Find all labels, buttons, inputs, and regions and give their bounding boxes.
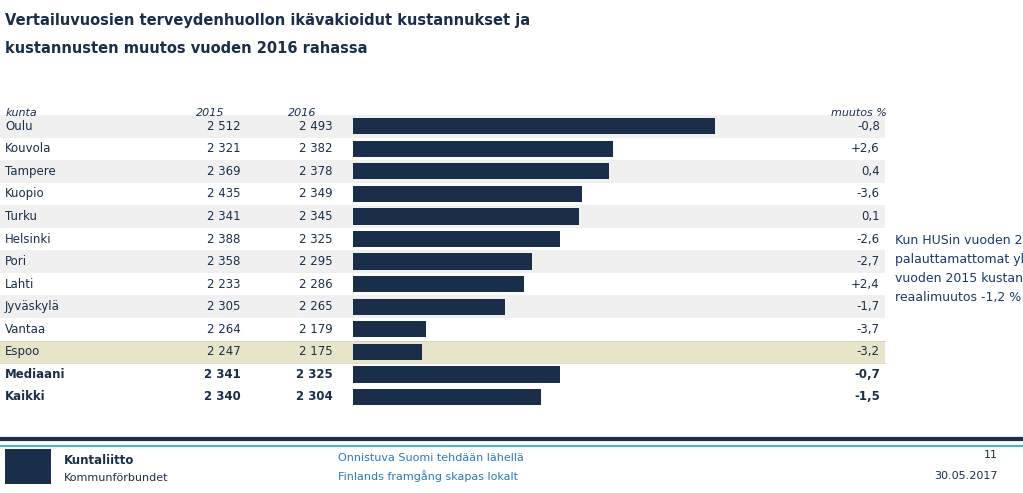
Text: 2 264: 2 264 bbox=[207, 323, 240, 336]
Text: Espoo: Espoo bbox=[5, 345, 40, 358]
Bar bbox=[353, 118, 715, 135]
Bar bbox=[353, 231, 561, 247]
Bar bbox=[0, 341, 885, 363]
Text: 2015: 2015 bbox=[195, 108, 224, 118]
Text: 2 325: 2 325 bbox=[299, 233, 332, 246]
Text: Pori: Pori bbox=[5, 255, 28, 268]
Text: 2 304: 2 304 bbox=[296, 390, 332, 403]
Text: 2 493: 2 493 bbox=[299, 120, 332, 133]
Text: -0,8: -0,8 bbox=[857, 120, 880, 133]
Bar bbox=[353, 253, 532, 270]
Text: Kuopio: Kuopio bbox=[5, 187, 45, 201]
Text: 11: 11 bbox=[983, 450, 997, 459]
Text: Turku: Turku bbox=[5, 210, 37, 223]
Text: Vertailuvuosien terveydenhuollon ikävakioidut kustannukset ja: Vertailuvuosien terveydenhuollon ikävaki… bbox=[5, 13, 530, 28]
Text: Vantaa: Vantaa bbox=[5, 323, 46, 336]
Bar bbox=[353, 321, 426, 337]
Text: 2 341: 2 341 bbox=[207, 210, 240, 223]
Text: 30.05.2017: 30.05.2017 bbox=[934, 471, 997, 482]
Text: -2,7: -2,7 bbox=[856, 255, 880, 268]
Bar bbox=[353, 344, 421, 360]
Text: -3,7: -3,7 bbox=[857, 323, 880, 336]
Text: Tampere: Tampere bbox=[5, 165, 56, 178]
Text: 2 325: 2 325 bbox=[296, 368, 332, 381]
Bar bbox=[353, 389, 541, 405]
Bar bbox=[0, 205, 885, 228]
Text: 0,1: 0,1 bbox=[861, 210, 880, 223]
Text: 2 341: 2 341 bbox=[204, 368, 240, 381]
Text: 2 349: 2 349 bbox=[299, 187, 332, 201]
Text: 2 247: 2 247 bbox=[207, 345, 240, 358]
Text: kustannusten muutos vuoden 2016 rahassa: kustannusten muutos vuoden 2016 rahassa bbox=[5, 41, 367, 56]
Text: -2,6: -2,6 bbox=[856, 233, 880, 246]
Text: Oulu: Oulu bbox=[5, 120, 33, 133]
Text: Kommunförbundet: Kommunförbundet bbox=[63, 473, 168, 483]
Text: Finlands framgång skapas lokalt: Finlands framgång skapas lokalt bbox=[338, 470, 518, 482]
Text: Mediaani: Mediaani bbox=[5, 368, 65, 381]
Bar bbox=[353, 141, 613, 157]
Text: Jyväskylä: Jyväskylä bbox=[5, 300, 60, 313]
Text: 0,4: 0,4 bbox=[861, 165, 880, 178]
Bar bbox=[353, 186, 582, 202]
Text: 2 233: 2 233 bbox=[207, 278, 240, 291]
Text: -3,6: -3,6 bbox=[857, 187, 880, 201]
Text: 2 340: 2 340 bbox=[204, 390, 240, 403]
Text: +2,4: +2,4 bbox=[851, 278, 880, 291]
Bar bbox=[353, 299, 504, 315]
Text: 2 286: 2 286 bbox=[299, 278, 332, 291]
Text: 2 305: 2 305 bbox=[207, 300, 240, 313]
Text: 2016: 2016 bbox=[287, 108, 316, 118]
Text: Kouvola: Kouvola bbox=[5, 142, 51, 155]
Bar bbox=[0, 250, 885, 273]
Bar bbox=[0, 115, 885, 138]
Text: Lahti: Lahti bbox=[5, 278, 35, 291]
Text: kunta: kunta bbox=[5, 108, 37, 118]
Text: 2 295: 2 295 bbox=[299, 255, 332, 268]
Bar bbox=[353, 163, 609, 179]
Text: 2 512: 2 512 bbox=[207, 120, 240, 133]
Text: Helsinki: Helsinki bbox=[5, 233, 52, 246]
Text: Kaikki: Kaikki bbox=[5, 390, 46, 403]
Bar bbox=[353, 209, 579, 225]
Text: 2 345: 2 345 bbox=[299, 210, 332, 223]
Text: muutos %: muutos % bbox=[832, 108, 887, 118]
Text: -1,7: -1,7 bbox=[856, 300, 880, 313]
Text: 2 382: 2 382 bbox=[299, 142, 332, 155]
Text: +2,6: +2,6 bbox=[851, 142, 880, 155]
Text: Onnistuva Suomi tehdään lähellä: Onnistuva Suomi tehdään lähellä bbox=[338, 453, 524, 462]
Text: 2 175: 2 175 bbox=[299, 345, 332, 358]
Text: 2 369: 2 369 bbox=[207, 165, 240, 178]
Text: Kuntaliitto: Kuntaliitto bbox=[63, 454, 134, 467]
Bar bbox=[5, 449, 51, 484]
Bar bbox=[0, 160, 885, 182]
Text: -1,5: -1,5 bbox=[854, 390, 880, 403]
Bar bbox=[353, 276, 524, 292]
Text: -3,2: -3,2 bbox=[857, 345, 880, 358]
Text: 2 378: 2 378 bbox=[299, 165, 332, 178]
Text: 2 388: 2 388 bbox=[207, 233, 240, 246]
Text: 2 435: 2 435 bbox=[207, 187, 240, 201]
Text: Kun HUSin vuoden 2015
palauttamattomat ylijäämät poistettu
vuoden 2015 kustannuk: Kun HUSin vuoden 2015 palauttamattomat y… bbox=[895, 234, 1023, 304]
Text: 2 358: 2 358 bbox=[207, 255, 240, 268]
Bar bbox=[0, 295, 885, 318]
Text: 2 265: 2 265 bbox=[299, 300, 332, 313]
Text: -0,7: -0,7 bbox=[854, 368, 880, 381]
Text: 2 321: 2 321 bbox=[207, 142, 240, 155]
Bar bbox=[353, 366, 561, 383]
Text: 2 179: 2 179 bbox=[299, 323, 332, 336]
